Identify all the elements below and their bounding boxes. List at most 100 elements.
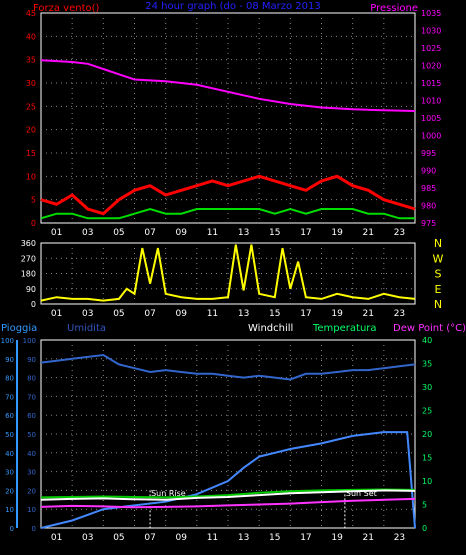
panel1-x-tick: 05 (113, 228, 124, 238)
right-tick-label: 1010 (421, 97, 441, 106)
direction-tick-label: 360 (21, 239, 36, 248)
windchill-label: Windchill (248, 323, 293, 334)
panel2-x-tick: 07 (144, 309, 155, 319)
panel1-x-tick: 03 (82, 228, 93, 238)
panel3-x-tick: 09 (176, 533, 188, 543)
right-tick-label: 990 (421, 167, 436, 176)
left-tick-label: 30 (26, 79, 36, 88)
temp-tick-label: 0 (422, 524, 427, 533)
rain-humidity-temp-panel: Pioggia Umidita Windchill Temperatura Dew Po… (1, 323, 466, 543)
humidity-tick-label: 100 (23, 337, 36, 345)
panel1-x-tick: 23 (394, 228, 405, 238)
temp-tick-label: 30 (422, 383, 432, 392)
sun-marker-label: Sun Rise (151, 489, 186, 498)
panel1-x-tick: 21 (363, 228, 374, 238)
panel3-x-tick: 05 (113, 533, 124, 543)
panel3-x-tick: 15 (269, 533, 280, 543)
compass-label: E (435, 283, 442, 296)
dew-point-label: Dew Point (°C) (393, 323, 466, 334)
panel2-series-0 (40, 244, 416, 302)
left-tick-label: 35 (26, 56, 36, 65)
left-tick-label: 40 (26, 32, 36, 41)
panel1-x-tick: 01 (51, 228, 62, 238)
humidity-tick-label: 50 (27, 431, 36, 439)
right-tick-label: 995 (421, 149, 436, 158)
panel2-x-tick: 17 (300, 309, 311, 319)
rain-tick-label: 30 (5, 469, 14, 477)
panel1-x-tick: 19 (331, 228, 343, 238)
panel2-x-tick: 21 (363, 309, 374, 319)
left-tick-label: 20 (26, 126, 36, 135)
panel3-series-3 (40, 497, 416, 509)
right-tick-label: 985 (421, 184, 436, 193)
compass-label: N (434, 298, 442, 311)
rain-tick-label: 100 (1, 337, 14, 345)
panel1-series-1 (40, 174, 416, 216)
rain-tick-label: 10 (5, 506, 14, 514)
panel1-series-0 (40, 59, 416, 112)
left-tick-label: 15 (26, 149, 36, 158)
right-tick-label: 1000 (421, 132, 441, 141)
temperature-label: Temperatura (312, 323, 377, 334)
rain-tick-label: 40 (5, 450, 14, 458)
right-tick-label: 980 (421, 202, 436, 211)
humidity-tick-label: 10 (27, 506, 36, 514)
panel3-series-2 (40, 488, 416, 499)
right-tick-label: 1035 (421, 9, 441, 18)
panel1-x-tick: 15 (269, 228, 280, 238)
direction-tick-label: 180 (21, 270, 36, 279)
panel3-x-tick: 21 (363, 533, 374, 543)
rain-tick-label: 50 (5, 431, 14, 439)
panel2-x-tick: 09 (176, 309, 188, 319)
sun-marker-label: Sun Set (346, 489, 377, 498)
temp-tick-label: 25 (422, 407, 432, 416)
left-tick-label: 10 (26, 172, 36, 181)
wind-pressure-panel: Forza vento() 24 hour graph (do - 08 Marz… (26, 1, 442, 238)
right-tick-label: 1005 (421, 114, 441, 123)
left-axis-title: Forza vento() (33, 3, 100, 14)
left-tick-label: 45 (26, 9, 36, 18)
panel3-series-0 (40, 353, 416, 381)
left-tick-label: 0 (31, 219, 36, 228)
panel2-x-tick: 23 (394, 309, 405, 319)
humidity-tick-label: 60 (27, 412, 36, 420)
right-tick-label: 1030 (421, 27, 441, 36)
rain-tick-label: 60 (5, 412, 14, 420)
panel2-x-tick: 15 (269, 309, 280, 319)
panel2-x-tick: 03 (82, 309, 93, 319)
direction-tick-label: 90 (26, 285, 36, 294)
panel1-x-tick: 17 (300, 228, 311, 238)
panel1-x-tick: 09 (176, 228, 188, 238)
humidity-tick-label: 40 (27, 450, 36, 458)
panel2-x-tick: 05 (113, 309, 124, 319)
panel3-series-4 (40, 489, 416, 501)
humidity-tick-label: 0 (32, 525, 36, 533)
panel2-x-tick: 19 (331, 309, 343, 319)
rain-tick-label: 20 (5, 487, 14, 495)
chart-title: 24 hour graph (do - 08 Marzo 2013 (145, 1, 321, 12)
temp-tick-label: 5 (422, 501, 427, 510)
temp-tick-label: 10 (422, 477, 432, 486)
humidity-tick-label: 90 (27, 356, 36, 364)
temp-tick-label: 20 (422, 430, 432, 439)
left-tick-label: 5 (31, 196, 36, 205)
rain-tick-label: 0 (10, 525, 14, 533)
compass-label: N (434, 237, 442, 250)
panel1-x-tick: 13 (238, 228, 249, 238)
temp-tick-label: 35 (422, 360, 432, 369)
panel2-x-tick: 13 (238, 309, 249, 319)
panel3-x-tick: 13 (238, 533, 249, 543)
panel3-x-tick: 23 (394, 533, 405, 543)
rain-tick-label: 90 (5, 356, 14, 364)
panel2-x-tick: 11 (207, 309, 218, 319)
right-tick-label: 1025 (421, 44, 441, 53)
panel1-x-tick: 11 (207, 228, 218, 238)
compass-label: S (435, 268, 442, 281)
direction-tick-label: 0 (31, 300, 36, 309)
rain-tick-label: 80 (5, 375, 14, 383)
rain-label: Pioggia (1, 323, 37, 334)
rain-tick-label: 70 (5, 393, 14, 401)
humidity-tick-label: 70 (27, 393, 36, 401)
